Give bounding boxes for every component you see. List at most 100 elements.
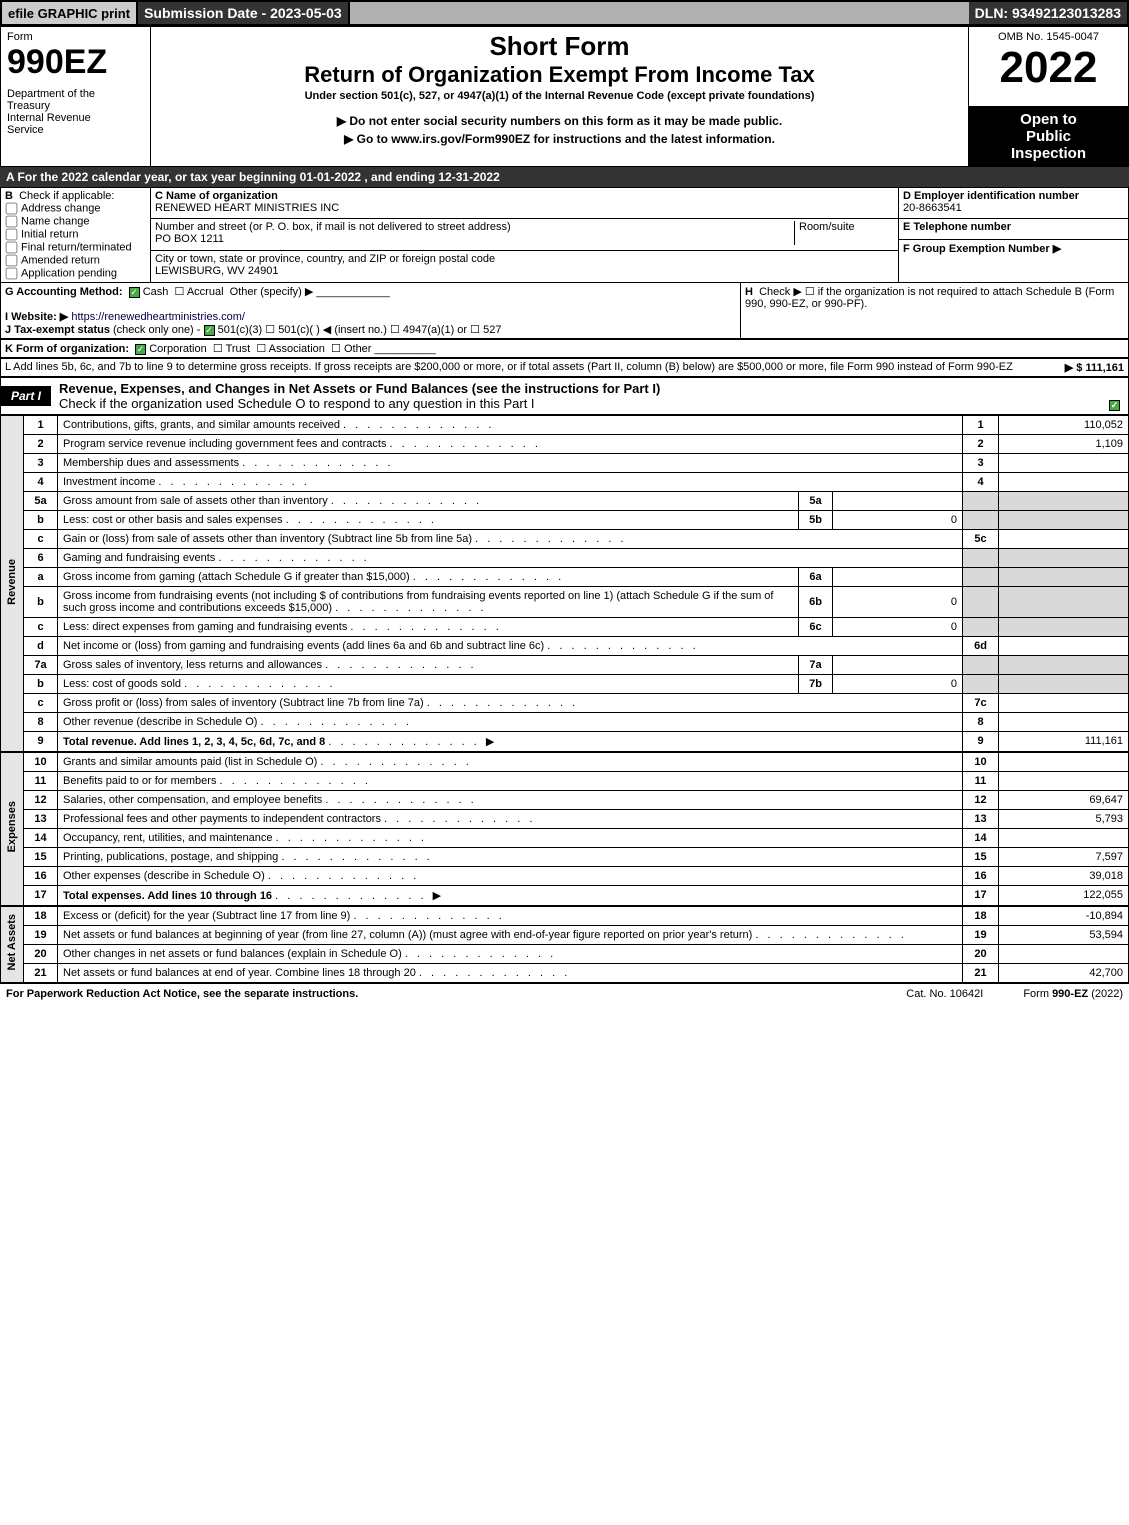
cb-amended-return[interactable] (6, 254, 18, 266)
line-number: 15 (24, 847, 58, 866)
line-val: 39,018 (999, 866, 1129, 885)
line-num-col: 14 (963, 828, 999, 847)
goto-link[interactable]: ▶ Go to www.irs.gov/Form990EZ for instru… (157, 132, 962, 146)
line-number: 7a (24, 655, 58, 674)
line-desc: Net assets or fund balances at end of ye… (58, 963, 963, 982)
line-num-col (963, 655, 999, 674)
line-num-col: 20 (963, 944, 999, 963)
mid-val: 0 (833, 586, 963, 617)
line-desc: Gross profit or (loss) from sales of inv… (58, 693, 963, 712)
line-desc: Professional fees and other payments to … (58, 809, 963, 828)
line-desc: Grants and similar amounts paid (list in… (58, 752, 963, 771)
line-number: 11 (24, 771, 58, 790)
line-val: 69,647 (999, 790, 1129, 809)
address: PO BOX 1211 (155, 233, 224, 245)
line-num-col (963, 674, 999, 693)
h-text: Check ▶ ☐ if the organization is not req… (745, 286, 1114, 310)
city: LEWISBURG, WV 24901 (155, 265, 279, 277)
top-bar: efile GRAPHIC print Submission Date - 20… (0, 0, 1129, 26)
cb-final-return[interactable] (6, 241, 18, 253)
part1-check: Check if the organization used Schedule … (59, 396, 535, 411)
cb-initial-return[interactable] (6, 228, 18, 240)
line-num-col (963, 617, 999, 636)
line-num-col (963, 491, 999, 510)
line-num-col: 13 (963, 809, 999, 828)
mid-num: 6a (799, 567, 833, 586)
line-number: 19 (24, 925, 58, 944)
city-label: City or town, state or province, country… (155, 253, 495, 265)
line-desc: Program service revenue including govern… (58, 434, 963, 453)
page-footer: For Paperwork Reduction Act Notice, see … (0, 983, 1129, 1004)
line-number: 16 (24, 866, 58, 885)
line-desc: Excess or (deficit) for the year (Subtra… (58, 906, 963, 925)
ein: 20-8663541 (903, 202, 962, 214)
line-val: 7,597 (999, 847, 1129, 866)
line-number: 12 (24, 790, 58, 809)
line-val (999, 636, 1129, 655)
line-val (999, 655, 1129, 674)
line-desc: Total expenses. Add lines 10 through 16 … (58, 885, 963, 905)
revenue-table: Revenue1Contributions, gifts, grants, an… (0, 415, 1129, 752)
line-num-col: 3 (963, 453, 999, 472)
line-desc: Salaries, other compensation, and employ… (58, 790, 963, 809)
line-val (999, 510, 1129, 529)
line-num-col: 7c (963, 693, 999, 712)
line-num-col: 18 (963, 906, 999, 925)
mid-num: 5b (799, 510, 833, 529)
line-num-col: 12 (963, 790, 999, 809)
line-val: 122,055 (999, 885, 1129, 905)
i-label: I Website: ▶ (5, 311, 68, 323)
side-label: Revenue (1, 415, 24, 751)
part1-title: Revenue, Expenses, and Changes in Net As… (51, 378, 1128, 414)
line-val: 5,793 (999, 809, 1129, 828)
check-icon: ✓ (135, 344, 146, 355)
mid-val: 0 (833, 617, 963, 636)
l-text: L Add lines 5b, 6c, and 7b to line 9 to … (5, 361, 1013, 373)
line-num-col: 10 (963, 752, 999, 771)
cb-name-change[interactable] (6, 215, 18, 227)
check-icon: ✓ (204, 325, 215, 336)
line-number: 20 (24, 944, 58, 963)
line-desc: Less: cost of goods sold . . . . . . . .… (58, 674, 799, 693)
line-num-col (963, 586, 999, 617)
line-val: 53,594 (999, 925, 1129, 944)
line-number: c (24, 693, 58, 712)
check-icon: ✓ (1109, 400, 1120, 411)
f-label: F Group Exemption Number ▶ (903, 243, 1061, 255)
line-desc: Gaming and fundraising events . . . . . … (58, 548, 963, 567)
line-desc: Benefits paid to or for members . . . . … (58, 771, 963, 790)
cb-application-pending[interactable] (6, 267, 18, 279)
line-val: 42,700 (999, 963, 1129, 982)
line-number: 14 (24, 828, 58, 847)
line-val (999, 828, 1129, 847)
line-num-col: 8 (963, 712, 999, 731)
line-num-col: 11 (963, 771, 999, 790)
line-number: b (24, 674, 58, 693)
line-val (999, 491, 1129, 510)
submission-date: Submission Date - 2023-05-03 (138, 2, 350, 24)
line-num-col: 21 (963, 963, 999, 982)
j-label: J Tax-exempt status (5, 324, 110, 336)
line-desc: Total revenue. Add lines 1, 2, 3, 4, 5c,… (58, 731, 963, 751)
mid-num: 6c (799, 617, 833, 636)
cb-address-change[interactable] (6, 202, 18, 214)
mid-num: 7b (799, 674, 833, 693)
form-header: Form 990EZ Department of theTreasuryInte… (0, 26, 1129, 167)
line-desc: Gross amount from sale of assets other t… (58, 491, 799, 510)
line-desc: Gross income from gaming (attach Schedul… (58, 567, 799, 586)
mid-val: 0 (833, 674, 963, 693)
line-number: 9 (24, 731, 58, 751)
line-number: 1 (24, 415, 58, 434)
expenses-table: Expenses10Grants and similar amounts pai… (0, 752, 1129, 906)
e-label: E Telephone number (903, 221, 1011, 233)
line-num-col: 15 (963, 847, 999, 866)
line-desc: Net assets or fund balances at beginning… (58, 925, 963, 944)
mid-val (833, 567, 963, 586)
line-val: 111,161 (999, 731, 1129, 751)
line-val (999, 586, 1129, 617)
line-val (999, 944, 1129, 963)
line-desc: Printing, publications, postage, and shi… (58, 847, 963, 866)
mid-num: 5a (799, 491, 833, 510)
line-number: 13 (24, 809, 58, 828)
website-link[interactable]: https://renewedheartministries.com/ (71, 311, 245, 323)
